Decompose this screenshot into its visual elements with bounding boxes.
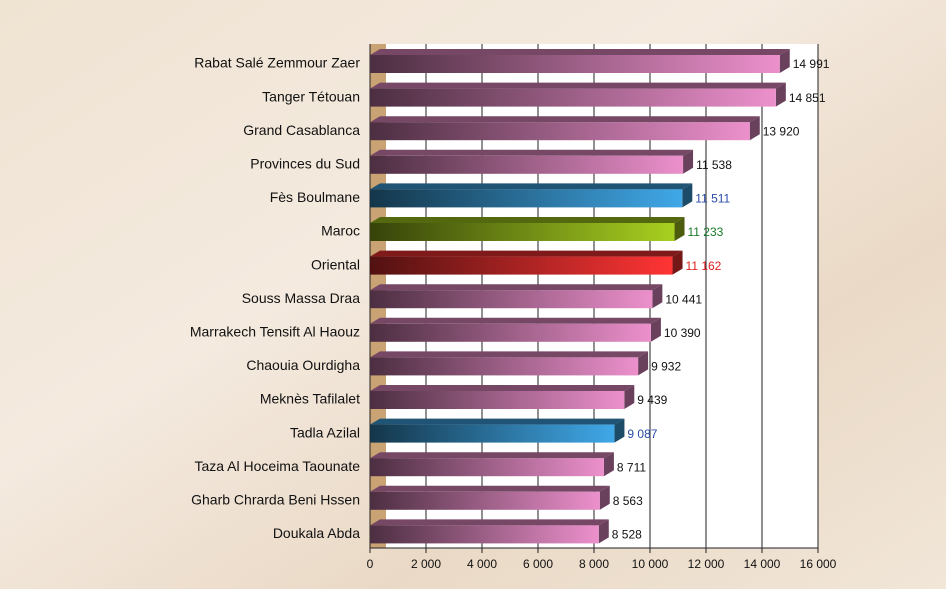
- bar: [370, 189, 683, 208]
- bar-top: [370, 183, 693, 190]
- y-tick-label: Meknès Tafilalet: [260, 391, 360, 407]
- value-label: 8 563: [613, 494, 643, 508]
- bar: [370, 155, 684, 174]
- bar-side: [614, 418, 625, 443]
- bar: [370, 122, 750, 141]
- y-tick-label: Chaouia Ourdigha: [246, 357, 360, 373]
- bar-top: [370, 284, 663, 291]
- value-label: 13 920: [763, 124, 800, 138]
- x-tick-label: 14 000: [744, 557, 781, 571]
- x-tick-label: 10 000: [632, 557, 669, 571]
- bar-top: [370, 485, 610, 492]
- bar-top: [370, 82, 786, 89]
- bar-top: [370, 351, 649, 358]
- bar-side: [775, 82, 786, 107]
- y-tick-label: Souss Massa Draa: [242, 290, 360, 306]
- y-tick-label: Oriental: [311, 256, 360, 272]
- y-tick-label: Tadla Azilal: [290, 424, 360, 440]
- bar: [370, 424, 615, 443]
- y-tick-label: Gharb Chrarda Beni Hssen: [191, 492, 360, 508]
- x-tick-label: 16 000: [800, 557, 837, 571]
- bar: [370, 391, 625, 409]
- bar-side: [598, 519, 609, 544]
- bar-side: [652, 284, 663, 309]
- value-label: 9 439: [637, 393, 667, 407]
- y-tick-label: Maroc: [321, 223, 360, 239]
- bar-top: [370, 519, 609, 526]
- x-tick-label: 2 000: [411, 557, 441, 571]
- bar: [370, 256, 673, 275]
- bar-top: [370, 149, 694, 156]
- bar: [370, 357, 639, 376]
- bar: [370, 323, 651, 342]
- bar: [370, 55, 780, 73]
- y-tick-label: Fès Boulmane: [270, 189, 360, 205]
- value-label: 8 528: [612, 528, 642, 542]
- bar: [370, 290, 653, 309]
- value-label: 10 441: [665, 292, 702, 306]
- bar-side: [650, 317, 661, 342]
- bar-side: [682, 183, 693, 208]
- bar-side: [674, 217, 685, 241]
- value-label: 14 991: [793, 57, 830, 71]
- y-tick-label: Tanger Tétouan: [262, 88, 360, 104]
- x-tick-label: 8 000: [579, 557, 609, 571]
- value-label: 11 511: [695, 192, 730, 206]
- value-label: 14 851: [789, 91, 826, 105]
- x-tick-label: 6 000: [523, 557, 553, 571]
- bar: [370, 491, 600, 510]
- bar-side: [779, 49, 790, 73]
- bar-top: [370, 418, 625, 425]
- bar-top: [370, 49, 790, 55]
- x-tick-label: 4 000: [467, 557, 497, 571]
- x-tick-label: 0: [367, 557, 374, 571]
- bar-side: [603, 452, 614, 477]
- y-tick-label: Marrakech Tensift Al Haouz: [190, 324, 360, 340]
- bar-side: [749, 116, 760, 141]
- value-label: 8 711: [617, 460, 646, 474]
- value-label: 11 538: [696, 158, 732, 172]
- bar: [370, 458, 604, 477]
- bar: [370, 88, 776, 107]
- x-tick-label: 12 000: [688, 557, 725, 571]
- bar-side: [672, 250, 683, 275]
- bar-top: [370, 217, 685, 223]
- y-tick-label: Doukala Abda: [273, 525, 360, 541]
- bar-side: [624, 385, 635, 409]
- y-tick-label: Provinces du Sud: [250, 156, 360, 172]
- value-label: 10 390: [664, 326, 701, 340]
- bar-top: [370, 317, 661, 324]
- bar-top: [370, 250, 683, 257]
- value-label: 11 162: [686, 259, 722, 273]
- value-label: 9 932: [651, 360, 681, 374]
- value-label: 11 233: [688, 225, 724, 239]
- bar: [370, 223, 675, 241]
- bar-top: [370, 385, 635, 391]
- bar-top: [370, 116, 760, 123]
- bar-side: [683, 149, 694, 174]
- bar-side: [599, 485, 610, 510]
- y-tick-label: Taza Al Hoceima Taounate: [194, 458, 360, 474]
- bar-side: [638, 351, 649, 376]
- bar: [370, 525, 599, 544]
- bar-top: [370, 452, 614, 459]
- value-label: 9 087: [627, 427, 657, 441]
- y-tick-label: Grand Casablanca: [243, 122, 360, 138]
- y-tick-label: Rabat Salé Zemmour Zaer: [194, 55, 360, 71]
